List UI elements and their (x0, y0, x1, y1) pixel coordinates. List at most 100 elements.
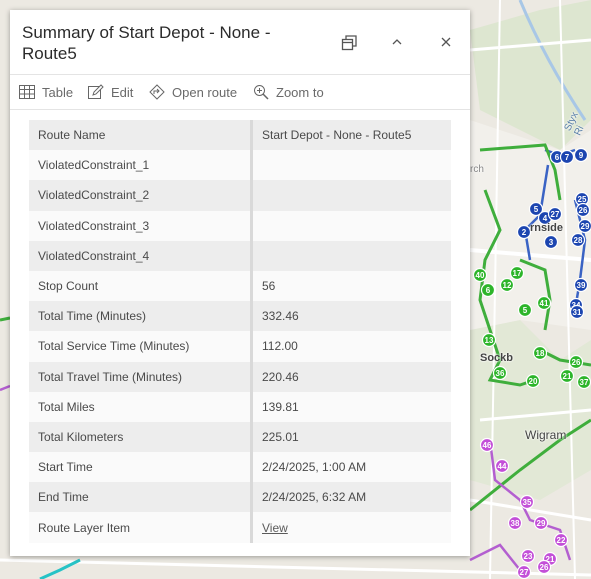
route-stop-blue-label: 3 (549, 238, 554, 247)
route-stop-green[interactable]: 40 (472, 267, 488, 283)
route-stop-green[interactable]: 13 (481, 332, 497, 348)
route-stop-purple[interactable]: 29 (533, 515, 549, 531)
edit-action[interactable]: Edit (88, 83, 133, 101)
close-button[interactable] (436, 32, 456, 52)
route-stop-purple-label: 27 (520, 568, 529, 577)
route-stop-green-label: 18 (536, 349, 545, 358)
attribute-value: 56 (251, 270, 451, 302)
route-stop-purple[interactable]: 23 (520, 548, 536, 564)
attribute-key: Total Kilometers (29, 421, 253, 453)
table-action[interactable]: Table (19, 83, 73, 101)
route-stop-blue[interactable]: 7 (559, 149, 575, 165)
route-stop-blue[interactable]: 28 (570, 232, 586, 248)
collapse-button[interactable] (387, 32, 407, 52)
attribute-value: 2/24/2025, 6:32 AM (251, 482, 451, 513)
route-stop-blue-label: 2 (522, 228, 527, 237)
route-stop-purple[interactable]: 46 (479, 437, 495, 453)
attribute-value: 220.46 (251, 361, 451, 392)
route-stop-blue[interactable]: 27 (547, 206, 563, 222)
route-stop-purple[interactable]: 38 (507, 515, 523, 531)
dock-icon (341, 34, 357, 50)
route-stop-green[interactable]: 41 (536, 295, 552, 311)
route-stop-purple-label: 44 (498, 462, 507, 471)
route-stop-green[interactable]: 37 (576, 374, 591, 390)
route-stop-green[interactable]: 20 (525, 373, 541, 389)
map-label-wigram: Wigram (525, 428, 567, 442)
open-route-action-label: Open route (172, 84, 238, 100)
attribute-row: End Time 2/24/2025, 6:32 AM (29, 482, 451, 513)
zoom-to-action-label: Zoom to (276, 84, 324, 100)
route-stop-blue[interactable]: 3 (543, 234, 559, 250)
route-stop-purple[interactable]: 22 (553, 532, 569, 548)
route-stop-blue[interactable]: 5 (528, 201, 544, 217)
route-stop-purple[interactable]: 26 (536, 559, 552, 575)
route-stop-purple[interactable]: 35 (519, 494, 535, 510)
route-stop-green-label: 36 (496, 369, 505, 378)
attribute-row: ViolatedConstraint_4 (29, 240, 451, 271)
route-stop-purple-label: 23 (524, 552, 533, 561)
chevron-up-icon (392, 39, 402, 45)
route-stop-purple-label: 38 (511, 519, 520, 528)
attribute-key: Start Time (29, 452, 253, 483)
route-stop-green-label: 13 (485, 336, 494, 345)
attribute-value (251, 150, 451, 181)
attribute-row: Total Miles 139.81 (29, 391, 451, 422)
attribute-key: Route Name (29, 120, 253, 151)
route-stop-blue[interactable]: 31 (569, 304, 585, 320)
attribute-row: ViolatedConstraint_1 (29, 150, 451, 181)
attribute-key: Stop Count (29, 270, 253, 302)
route-stop-blue[interactable]: 29 (577, 218, 591, 234)
route-stop-blue[interactable]: 39 (573, 277, 589, 293)
attribute-key: Total Travel Time (Minutes) (29, 361, 253, 392)
route-stop-green[interactable]: 21 (559, 368, 575, 384)
route-stop-green-label: 37 (580, 378, 589, 387)
route-stop-green-label: 5 (523, 306, 528, 315)
attribute-value (251, 240, 451, 271)
route-stop-green-label: 12 (503, 281, 512, 290)
route-stop-blue[interactable]: 9 (573, 147, 589, 163)
route-stop-purple[interactable]: 44 (494, 458, 510, 474)
route-stop-green[interactable]: 36 (492, 365, 508, 381)
edit-action-label: Edit (111, 84, 134, 100)
route-stop-purple-label: 35 (523, 498, 532, 507)
route-stop-green[interactable]: 18 (532, 345, 548, 361)
route-stop-purple-label: 26 (540, 563, 549, 572)
route-stop-blue[interactable]: 26 (575, 202, 591, 218)
route-stop-green[interactable]: 17 (509, 265, 525, 281)
route-stop-blue-label: 39 (577, 281, 586, 290)
route-stop-green-label: 41 (540, 299, 549, 308)
attribute-row: Total Time (Minutes) 332.46 (29, 301, 451, 332)
attribute-key: Route Layer Item (29, 512, 253, 543)
route-stop-green[interactable]: 5 (517, 302, 533, 318)
route-stop-blue[interactable]: 2 (516, 224, 532, 240)
attribute-row: Stop Count 56 (29, 270, 451, 302)
attribute-value (251, 210, 451, 241)
route-stop-blue-label: 25 (578, 195, 587, 204)
attribute-key: Total Miles (29, 391, 253, 422)
attribute-key: ViolatedConstraint_1 (29, 150, 253, 181)
route-stop-green[interactable]: 26 (568, 354, 584, 370)
route-stop-blue-label: 28 (574, 236, 583, 245)
route-stop-purple-label: 29 (537, 519, 546, 528)
route-stop-purple[interactable]: 27 (516, 564, 532, 579)
table-icon (19, 85, 35, 99)
attribute-row: Total Service Time (Minutes) 112.00 (29, 331, 451, 362)
route-stop-green-label: 6 (486, 286, 491, 295)
dock-button[interactable] (339, 32, 359, 52)
route-stop-green[interactable]: 6 (480, 282, 496, 298)
view-route-layer-link[interactable]: View (262, 520, 288, 535)
open-route-action[interactable]: Open route (149, 83, 237, 101)
route-stop-green-label: 26 (572, 358, 581, 367)
attribute-value: Start Depot - None - Route5 (251, 120, 451, 151)
attribute-row: Route Layer Item View (29, 512, 451, 543)
map-label-church: rch (470, 164, 484, 175)
route-stop-purple-label: 22 (557, 536, 566, 545)
route-stop-green-label: 17 (513, 269, 522, 278)
route-stop-green[interactable]: 12 (499, 277, 515, 293)
zoom-to-action[interactable]: Zoom to (253, 83, 324, 101)
route-stop-blue-label: 9 (579, 151, 584, 160)
attribute-row: Start Time 2/24/2025, 1:00 AM (29, 452, 451, 483)
attribute-key: ViolatedConstraint_4 (29, 240, 253, 271)
zoom-in-icon (254, 85, 269, 100)
